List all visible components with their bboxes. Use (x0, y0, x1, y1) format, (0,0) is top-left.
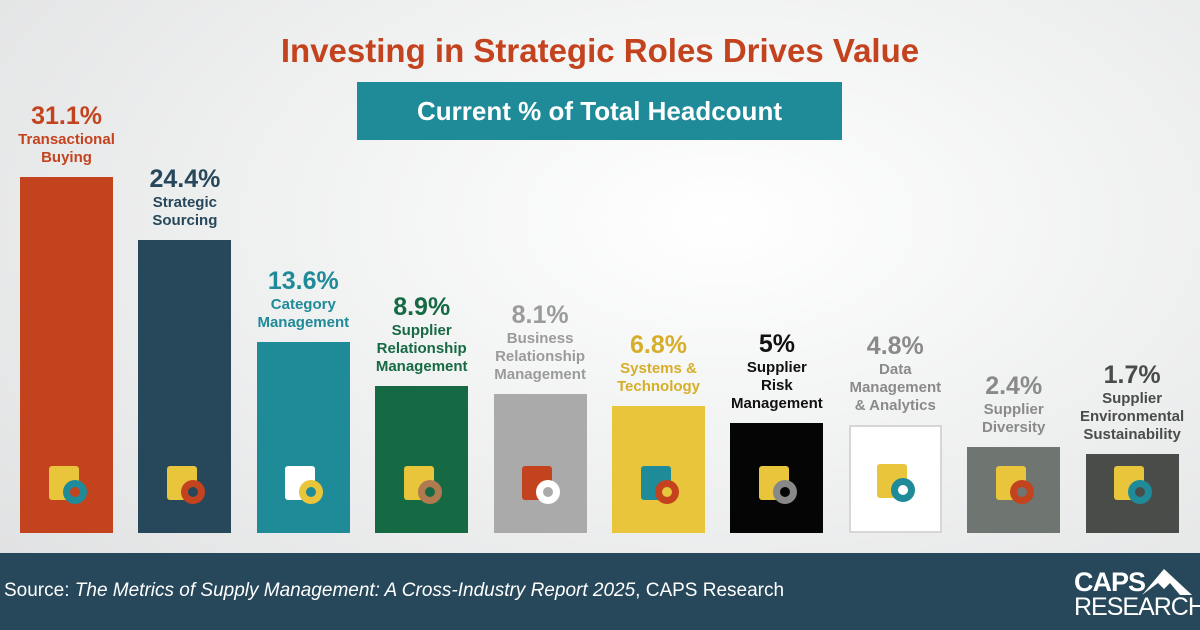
value-label: 13.6% (267, 266, 339, 295)
handshake-briefcase-icon (508, 452, 572, 521)
category-label: Management (257, 313, 350, 331)
bar-label: 6.8% Systems & Technology (617, 331, 700, 396)
bar-label: 8.1% Business Relationship Management (494, 301, 586, 384)
logo-line2: RESEARCH (1074, 593, 1200, 621)
caps-research-logo: CAPS RESEARCH (1074, 567, 1200, 623)
bar (375, 386, 469, 533)
category-label: Relationship (495, 347, 586, 365)
bar-chart: 31.1% Transactional Buying 24.4% Strategic So… (18, 102, 1184, 533)
category-label: Data (879, 360, 912, 378)
category-label: Management (494, 365, 586, 383)
category-label: Supplier (1102, 390, 1163, 407)
category-label: Supplier (391, 322, 452, 340)
bar-label: 5% Supplier Risk Management (731, 330, 823, 413)
category-label: Supplier (746, 358, 807, 376)
chart-subtitle: Current % of Total Headcount (357, 82, 842, 140)
category-label: Diversity (982, 419, 1046, 437)
bar-label: 24.4% Strategic Sourcing (149, 165, 220, 230)
bar (20, 177, 113, 533)
chart-title: Investing in Strategic Roles Drives Valu… (280, 32, 920, 69)
bar-label: 1.7% Supplier Environmental Sustainability (1080, 361, 1184, 444)
bar-column: 4.8% Data Management & Analytics (848, 332, 942, 533)
diversity-cart-icon (982, 452, 1046, 521)
bar-label: 13.6% Category Management (257, 267, 349, 332)
bar-label: 2.4% Supplier Diversity (982, 372, 1045, 437)
bar (967, 447, 1061, 533)
value-label: 5% (758, 329, 795, 358)
value-label: 1.7% (1103, 361, 1161, 389)
bar-column: 24.4% Strategic Sourcing (138, 165, 232, 533)
value-label: 24.4% (149, 165, 221, 194)
bar-column: 8.9% Supplier Relationship Management (375, 293, 469, 533)
bar (730, 422, 824, 533)
bar (138, 240, 232, 533)
category-label: Transactional (18, 131, 115, 149)
handshake-box-icon (390, 452, 454, 521)
box-leaf-icon (1100, 452, 1164, 521)
category-label: Category (270, 295, 336, 313)
value-label: 6.8% (630, 330, 687, 359)
folder-gear-icon (863, 450, 927, 519)
bar (612, 405, 705, 533)
category-label: Management (849, 378, 942, 396)
category-label: Business (506, 329, 574, 347)
value-label: 31.1% (31, 102, 102, 131)
bar-label: 8.9% Supplier Relationship Management (376, 293, 468, 376)
category-label: Sourcing (152, 212, 218, 230)
receipt-cart-icon (35, 452, 99, 521)
bar-column: 2.4% Supplier Diversity (967, 372, 1061, 533)
source-prefix: Source: (4, 580, 75, 601)
value-label: 2.4% (985, 372, 1043, 401)
mountain-icon (1142, 569, 1192, 595)
source-title: The Metrics of Supply Management: A Cros… (74, 580, 636, 601)
category-label: Supplier (983, 401, 1044, 419)
bar (848, 424, 942, 533)
bar (1085, 452, 1179, 533)
bar (256, 341, 350, 533)
value-label: 8.1% (511, 300, 569, 329)
chess-gear-icon (153, 452, 217, 521)
category-label: Environmental (1080, 408, 1185, 425)
bar (493, 393, 587, 533)
category-label: Buying (41, 149, 92, 167)
logo-line1: CAPS (1074, 567, 1146, 597)
bar-column: 1.7% Supplier Environmental Sustainability (1080, 361, 1184, 533)
source-suffix: , CAPS Research (635, 580, 785, 601)
bar-column: 6.8% Systems & Technology (612, 331, 705, 533)
bar-column: 13.6% Category Management (256, 267, 350, 533)
bar-label: 31.1% Transactional Buying (18, 102, 115, 167)
category-label: Sustainability (1083, 426, 1181, 443)
category-label: Strategic (152, 194, 217, 212)
category-label: Risk (761, 376, 793, 394)
bar-label: 4.8% Data Management & Analytics (849, 332, 941, 415)
category-label: Technology (616, 377, 701, 395)
gear-person-icon (627, 452, 691, 521)
source-citation: Source: The Metrics of Supply Management… (4, 580, 784, 602)
category-label: & Analytics (854, 396, 936, 414)
risk-hand-icon (745, 452, 809, 521)
bar-column: 31.1% Transactional Buying (18, 102, 115, 533)
value-label: 4.8% (866, 331, 924, 360)
category-label: Systems & (620, 359, 697, 377)
bar-column: 5% Supplier Risk Management (730, 330, 824, 533)
hierarchy-info-icon (271, 452, 335, 521)
category-label: Management (731, 394, 823, 412)
value-label: 8.9% (393, 293, 451, 322)
bar-column: 8.1% Business Relationship Management (493, 301, 587, 533)
category-label: Relationship (376, 340, 467, 358)
category-label: Management (375, 358, 468, 376)
footer: Source: The Metrics of Supply Management… (0, 553, 1200, 630)
